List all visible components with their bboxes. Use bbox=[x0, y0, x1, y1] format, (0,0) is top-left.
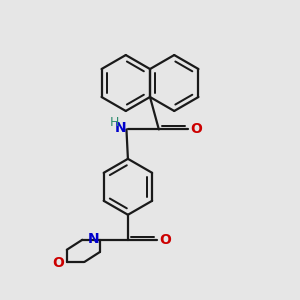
Text: N: N bbox=[87, 232, 99, 246]
Text: N: N bbox=[115, 121, 126, 135]
Text: O: O bbox=[190, 122, 202, 136]
Text: O: O bbox=[52, 256, 64, 270]
Text: H: H bbox=[110, 116, 119, 128]
Text: O: O bbox=[160, 233, 172, 247]
